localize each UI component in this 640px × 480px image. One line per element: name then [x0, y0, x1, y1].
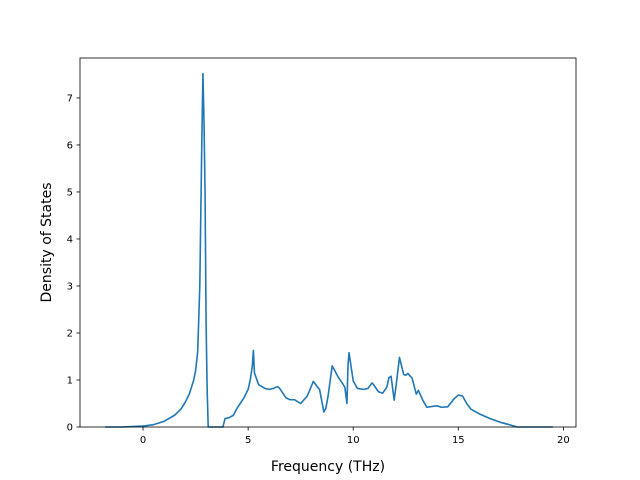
x-tick-label: 0 — [140, 435, 146, 446]
y-tick-label: 6 — [67, 140, 73, 151]
x-tick-label: 15 — [452, 435, 465, 446]
y-tick-label: 1 — [67, 375, 73, 386]
y-axis-title: Density of States — [39, 183, 55, 303]
plot-frame — [79, 57, 577, 428]
y-axis: 0 1 2 3 4 5 6 7 — [67, 93, 80, 434]
y-tick-label: 4 — [67, 234, 73, 245]
x-tick-label: 20 — [557, 435, 570, 446]
x-tick-label: 10 — [347, 435, 360, 446]
series-layer — [105, 72, 553, 428]
y-tick-label: 3 — [67, 281, 73, 292]
x-axis-title: Frequency (THz) — [271, 459, 385, 475]
y-tick-label: 7 — [67, 93, 73, 104]
y-tick-label: 5 — [67, 187, 73, 198]
y-tick-label: 2 — [67, 328, 73, 339]
x-tick-label: 5 — [245, 435, 251, 446]
x-axis: 0 5 10 15 20 — [140, 427, 570, 446]
series-line-0 — [105, 72, 553, 428]
y-tick-label: 0 — [67, 423, 73, 434]
